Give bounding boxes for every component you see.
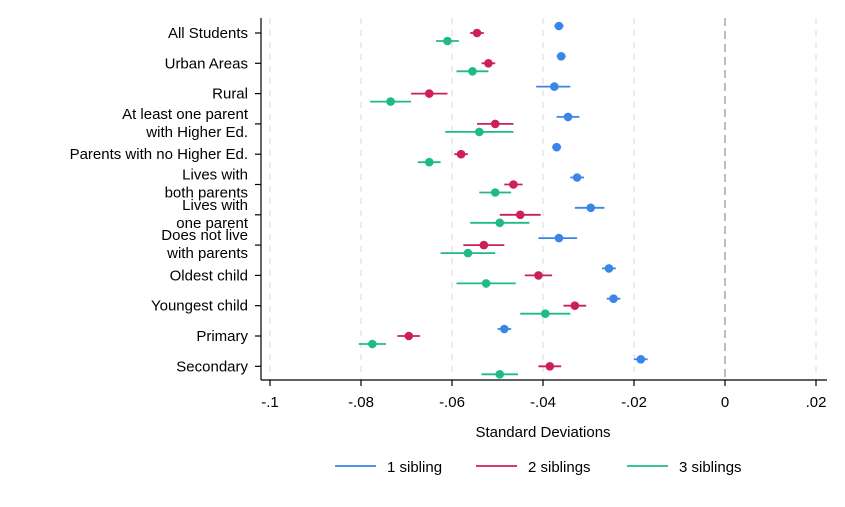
estimate-point bbox=[563, 112, 573, 122]
x-axis-title: Standard Deviations bbox=[475, 424, 610, 441]
estimate-point bbox=[424, 157, 434, 167]
category-label: one parent bbox=[176, 215, 249, 232]
category-label: Secondary bbox=[176, 358, 248, 375]
category-label: Lives with bbox=[182, 197, 248, 214]
estimate-point bbox=[609, 294, 618, 304]
category-label: with Higher Ed. bbox=[145, 124, 248, 141]
category-label: Does not live bbox=[161, 227, 248, 244]
estimate-point bbox=[550, 82, 559, 91]
estimate-point bbox=[636, 355, 646, 364]
legend-label: 1 sibling bbox=[387, 459, 442, 476]
x-tick-label: -.08 bbox=[348, 394, 374, 411]
estimate-point bbox=[475, 127, 484, 137]
axes bbox=[255, 18, 827, 386]
category-labels: All Students Urban Areas Rural At least one… bbox=[70, 25, 249, 375]
estimate-point bbox=[490, 188, 500, 197]
x-tick-label: 0 bbox=[721, 394, 729, 411]
category-label: Parents with no Higher Ed. bbox=[70, 146, 248, 163]
legend-label: 3 siblings bbox=[679, 459, 742, 476]
estimate-point bbox=[463, 248, 473, 258]
estimate-markers bbox=[358, 21, 648, 379]
estimate-point bbox=[554, 21, 564, 31]
category-label: At least one parent bbox=[122, 106, 249, 123]
legend-label: 2 siblings bbox=[528, 459, 591, 476]
estimate-point bbox=[500, 324, 509, 334]
category-label: Primary bbox=[196, 328, 248, 345]
estimate-point bbox=[468, 67, 477, 76]
category-label: Youngest child bbox=[151, 298, 248, 315]
estimate-point bbox=[472, 28, 482, 38]
category-label: Urban Areas bbox=[165, 55, 248, 72]
category-label: both parents bbox=[165, 185, 248, 202]
x-tick-label: .02 bbox=[806, 394, 827, 411]
estimate-point bbox=[443, 36, 452, 46]
estimate-point bbox=[479, 240, 489, 250]
estimate-point bbox=[604, 264, 614, 273]
estimate-point bbox=[515, 210, 525, 220]
estimate-point bbox=[490, 119, 500, 129]
estimate-point bbox=[404, 331, 414, 341]
category-label: Rural bbox=[212, 86, 248, 103]
category-label: All Students bbox=[168, 25, 248, 42]
estimate-point bbox=[545, 362, 555, 371]
x-tick-label: -.06 bbox=[439, 394, 465, 411]
estimate-point bbox=[540, 309, 550, 319]
estimate-point bbox=[534, 271, 543, 280]
category-label: Oldest child bbox=[170, 267, 248, 284]
x-tick-label: -.04 bbox=[530, 394, 556, 411]
category-label: with parents bbox=[166, 245, 248, 262]
estimate-point bbox=[495, 370, 505, 379]
category-label: Lives with bbox=[182, 167, 248, 184]
estimate-point bbox=[481, 279, 491, 288]
estimate-point bbox=[368, 339, 377, 349]
estimate-point bbox=[386, 97, 395, 106]
estimate-point bbox=[495, 218, 505, 228]
grid-lines bbox=[269, 18, 817, 380]
estimate-point bbox=[554, 233, 564, 243]
estimate-point bbox=[552, 142, 561, 152]
estimate-point bbox=[509, 180, 518, 189]
legend: 1 sibling 2 siblings 3 siblings bbox=[335, 459, 742, 476]
estimate-point bbox=[424, 89, 434, 98]
x-tick-label: -.02 bbox=[621, 394, 647, 411]
estimate-point bbox=[556, 52, 566, 61]
estimate-point bbox=[570, 301, 580, 311]
estimate-point bbox=[456, 149, 466, 159]
estimate-point bbox=[572, 173, 582, 182]
estimate-point bbox=[484, 59, 493, 68]
estimate-point bbox=[586, 203, 596, 213]
x-tick-label: -.1 bbox=[261, 394, 279, 411]
x-tick-labels: -.1 -.08 -.06 -.04 -.02 0 .02 bbox=[261, 394, 826, 411]
